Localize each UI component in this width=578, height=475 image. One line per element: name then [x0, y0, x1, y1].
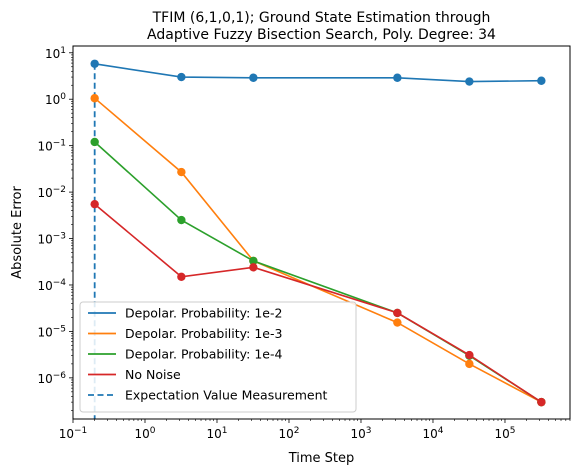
data-point — [90, 94, 99, 103]
legend-label: Depolar. Probability: 1e-2 — [125, 306, 282, 321]
data-point — [537, 76, 546, 85]
axes-frame — [72, 45, 571, 420]
legend-label: Depolar. Probability: 1e-3 — [125, 326, 282, 341]
data-point — [90, 59, 99, 68]
data-point — [537, 397, 546, 407]
data-point — [465, 350, 474, 360]
data-point — [393, 73, 402, 82]
data-point — [393, 308, 402, 318]
data-point — [177, 215, 186, 225]
chart-title: TFIM (6,1,0,1); Ground State Estimation … — [147, 10, 496, 43]
y-tick-label: 10−3 — [37, 232, 66, 247]
x-tick-label: 105 — [494, 426, 515, 441]
legend-label: Depolar. Probability: 1e-4 — [125, 347, 282, 362]
x-tick-label: 10−1 — [59, 426, 88, 441]
data-point — [177, 72, 186, 82]
y-axis-label: Absolute Error — [10, 186, 25, 279]
legend-label: Expectation Value Measurement — [125, 388, 327, 403]
x-tick-label: 104 — [422, 426, 443, 441]
series-line-4 — [94, 203, 542, 403]
data-point — [249, 256, 258, 266]
y-tick-label: 10−6 — [37, 371, 66, 386]
y-tick-label: 101 — [45, 46, 66, 61]
data-point — [465, 77, 474, 86]
data-point — [90, 199, 99, 209]
y-axis: 10−6 10−5 10−4 10−3 10−2 10−1 100 101 — [37, 46, 73, 411]
series-line-2 — [94, 97, 542, 403]
data-point — [249, 73, 258, 82]
x-tick-label: 100 — [134, 426, 155, 441]
data-point — [393, 318, 402, 327]
data-point — [177, 272, 186, 281]
x-tick-label: 103 — [350, 426, 371, 441]
legend-box — [79, 301, 357, 413]
x-tick-label: 102 — [278, 426, 299, 441]
y-tick-label: 10−5 — [37, 324, 66, 339]
legend: Depolar. Probability: 1e-2 Depolar. Proba… — [79, 301, 357, 413]
series-line-1 — [94, 63, 542, 83]
data-point — [90, 137, 99, 147]
x-axis: 10−1 100 101 102 103 104 105 — [59, 419, 571, 441]
x-axis-label: Time Step — [288, 451, 355, 466]
y-tick-label: 10−4 — [37, 278, 66, 293]
chart-title-line: Adaptive Fuzzy Bisection Search, Poly. D… — [147, 27, 496, 43]
plot-series — [90, 59, 546, 419]
data-point — [249, 263, 258, 272]
data-point — [177, 167, 186, 177]
data-point — [465, 359, 474, 369]
y-tick-label: 10−1 — [37, 139, 66, 154]
x-tick-label: 101 — [206, 426, 227, 441]
y-tick-label: 100 — [45, 92, 66, 107]
chart-title-line: TFIM (6,1,0,1); Ground State Estimation … — [152, 10, 491, 26]
legend-label: No Noise — [125, 367, 181, 382]
y-tick-label: 10−2 — [37, 185, 66, 200]
